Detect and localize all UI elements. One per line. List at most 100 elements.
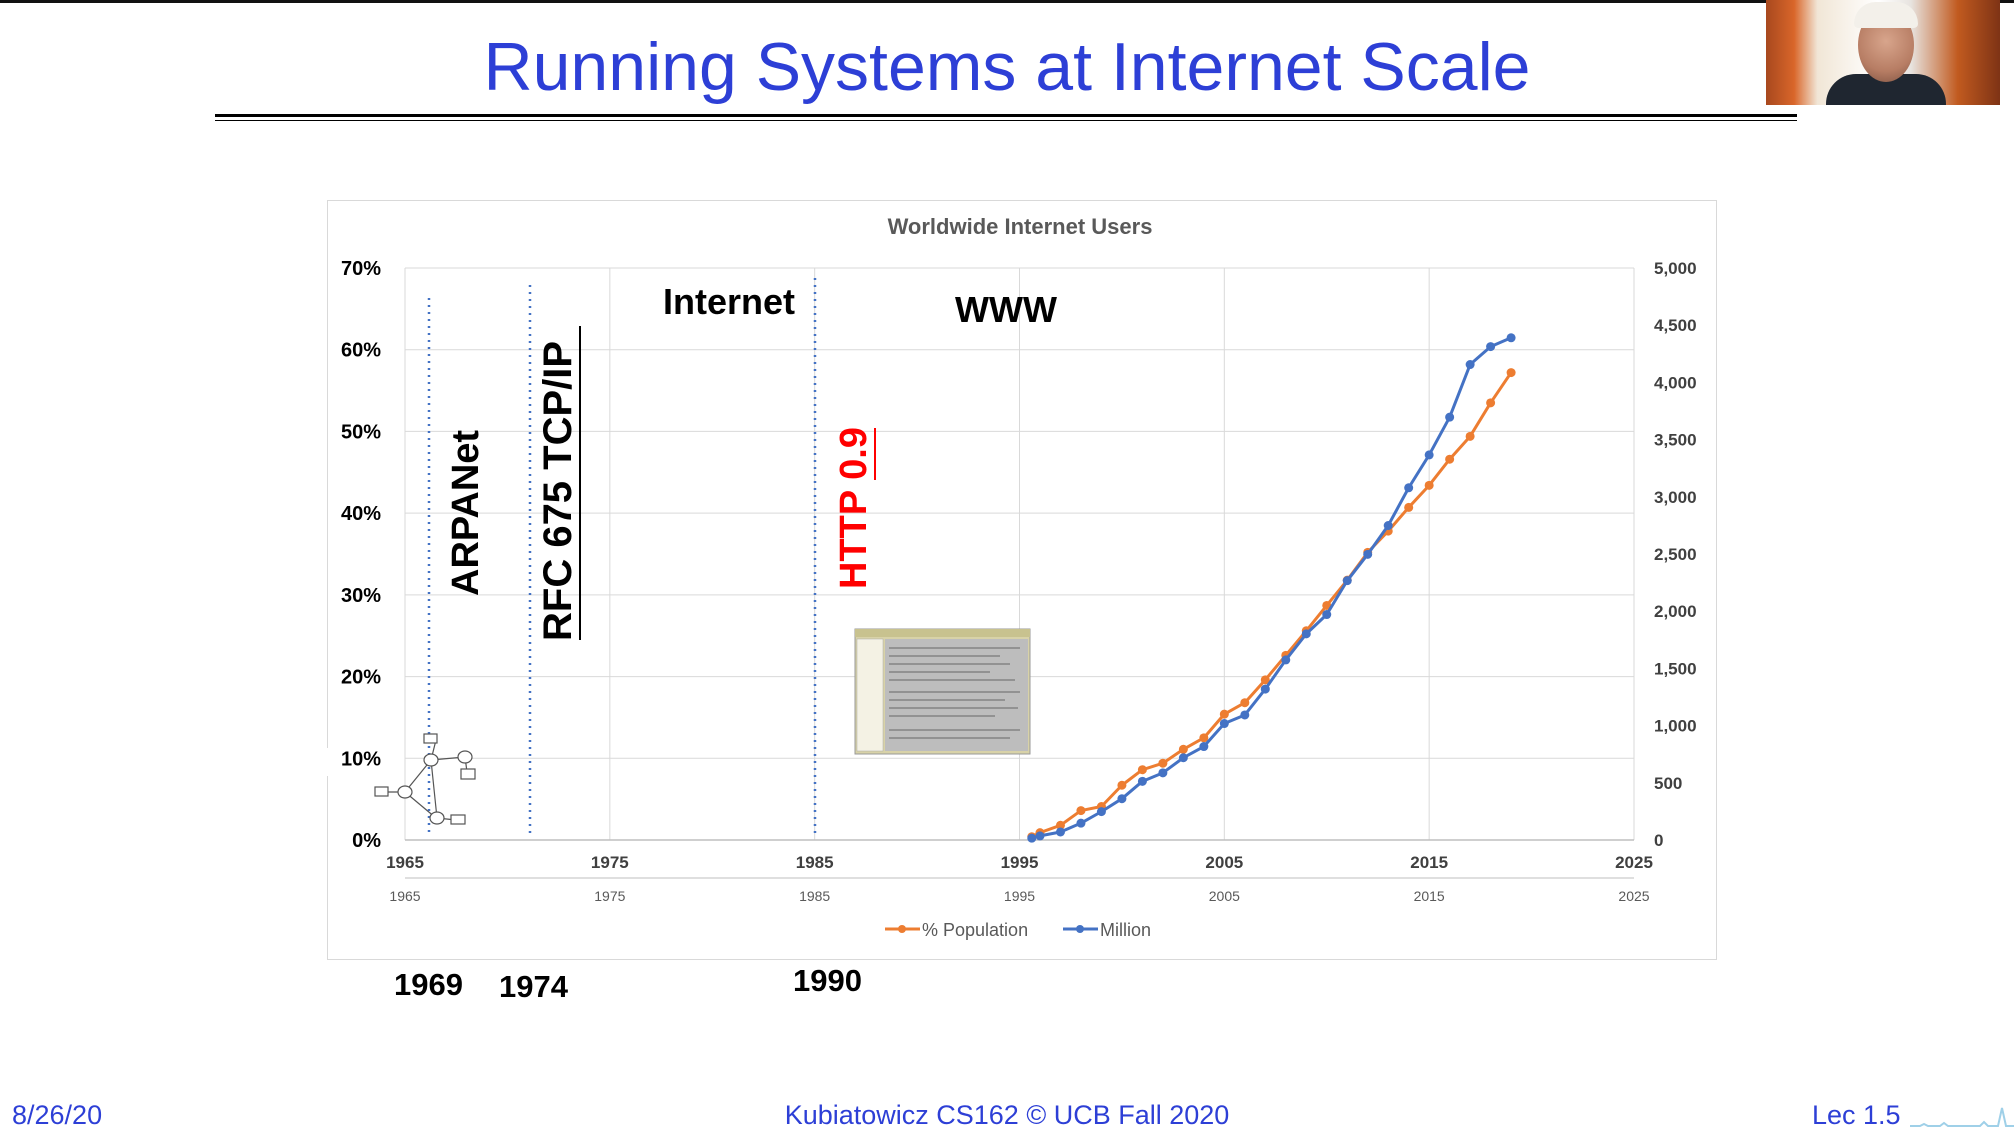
chart-title: Worldwide Internet Users xyxy=(888,214,1153,239)
x-tick-label-secondary: 2015 xyxy=(1414,888,1445,904)
data-point-population xyxy=(1219,709,1229,719)
x-tick-label-secondary: 1985 xyxy=(799,888,830,904)
footer-lecture: Lec 1.5 xyxy=(1812,1100,1901,1130)
milestone-lines xyxy=(427,278,817,835)
data-point-population xyxy=(1506,368,1516,378)
data-point-million xyxy=(1199,742,1209,752)
x-axis-primary: 1965 1975 1985 1995 2005 2015 2025 xyxy=(386,853,1653,872)
legend: % Population Million xyxy=(885,920,1151,940)
data-point-population xyxy=(1158,758,1168,768)
x-tick-label: 2005 xyxy=(1205,853,1243,872)
data-point-million xyxy=(1076,818,1086,828)
footer-course: Kubiatowicz CS162 © UCB Fall 2020 xyxy=(784,1100,1230,1130)
legend-marker-population xyxy=(898,925,906,933)
data-point-million xyxy=(1260,684,1270,694)
y-left-tick-label: 70% xyxy=(341,258,381,280)
data-point-million xyxy=(1027,833,1037,843)
data-point-million xyxy=(1117,794,1127,804)
x-axis-secondary: 1965 1975 1985 1995 2005 2015 2025 xyxy=(389,888,1649,904)
x-tick-label-secondary: 2025 xyxy=(1618,888,1649,904)
http-label: HTTP 0.9 xyxy=(833,427,875,589)
data-point-population xyxy=(1178,744,1188,754)
data-point-million xyxy=(1281,655,1291,665)
data-point-population xyxy=(1445,454,1455,464)
title-rule xyxy=(215,114,1797,117)
year-1974: 1974 xyxy=(499,969,568,1004)
data-point-population xyxy=(1486,398,1496,408)
data-point-population xyxy=(1199,733,1209,743)
data-point-population xyxy=(1465,431,1475,441)
slide-title: Running Systems at Internet Scale xyxy=(483,29,1531,105)
x-tick-label-secondary: 1995 xyxy=(1004,888,1035,904)
y-right-tick-label: 3,000 xyxy=(1654,488,1697,507)
y-right-tick-label: 3,500 xyxy=(1654,431,1697,450)
data-point-population xyxy=(1404,502,1414,512)
y-axis-right: 0 500 1,000 1,500 2,000 2,500 3,000 3,500 4,000 4… xyxy=(1654,259,1697,850)
series-line-population xyxy=(1031,371,1513,839)
data-point-population xyxy=(1137,765,1147,775)
y-right-tick-label: 1,500 xyxy=(1654,659,1697,678)
chart-grid xyxy=(404,267,1635,879)
x-tick-label: 1985 xyxy=(796,853,834,872)
title-rule-thin xyxy=(215,120,1797,121)
data-point-million xyxy=(1445,412,1455,422)
data-point-million xyxy=(1055,827,1065,837)
data-point-million xyxy=(1096,807,1106,817)
y-axis-left: 0% 10% 20% 30% 40% 50% 60% 70% xyxy=(341,258,381,852)
y-right-tick-label: 500 xyxy=(1654,774,1682,793)
data-point-million xyxy=(1035,831,1045,841)
data-point-million xyxy=(1465,360,1475,370)
data-point-million xyxy=(1158,768,1168,778)
data-point-million xyxy=(1363,549,1373,559)
y-right-tick-label: 2,000 xyxy=(1654,602,1697,621)
data-point-million xyxy=(1424,450,1434,460)
arpanet-diagram xyxy=(374,733,476,825)
chart-panel xyxy=(327,200,1717,960)
x-tick-label: 1965 xyxy=(386,853,424,872)
y-right-tick-label: 4,500 xyxy=(1654,316,1697,335)
x-tick-label: 2015 xyxy=(1410,853,1448,872)
data-point-population xyxy=(1322,600,1332,610)
webcam-thumbnail xyxy=(1766,0,2000,105)
footer-date: 8/26/20 xyxy=(12,1100,103,1130)
y-left-tick-label: 40% xyxy=(341,503,381,525)
data-point-population xyxy=(1260,675,1270,685)
x-tick-label: 2025 xyxy=(1615,853,1653,872)
label-mask xyxy=(320,748,372,776)
internet-label: Internet xyxy=(663,281,795,322)
y-left-tick-label: 50% xyxy=(341,421,381,443)
y-right-tick-label: 5,000 xyxy=(1654,259,1697,278)
data-point-million xyxy=(1219,719,1229,729)
year-1990: 1990 xyxy=(793,963,862,998)
data-point-population xyxy=(1240,698,1250,708)
x-tick-label: 1995 xyxy=(1001,853,1039,872)
data-point-million xyxy=(1137,776,1147,786)
y-left-tick-label: 0% xyxy=(352,830,381,852)
data-point-million xyxy=(1301,629,1311,639)
data-point-million xyxy=(1178,753,1188,763)
y-right-tick-label: 0 xyxy=(1654,831,1663,850)
y-right-tick-label: 1,000 xyxy=(1654,717,1697,736)
presenter-cap xyxy=(1854,2,1918,28)
data-point-million xyxy=(1322,610,1332,620)
y-right-tick-label: 2,500 xyxy=(1654,545,1697,564)
legend-million: Million xyxy=(1100,920,1151,940)
y-left-tick-label: 60% xyxy=(341,340,381,362)
data-point-million xyxy=(1383,521,1393,531)
rfc-label: RFC 675 TCP/IP xyxy=(536,341,580,641)
legend-marker-million xyxy=(1076,925,1084,933)
data-point-population xyxy=(1055,820,1065,830)
x-tick-label: 1975 xyxy=(591,853,629,872)
x-tick-label-secondary: 2005 xyxy=(1209,888,1240,904)
data-point-population xyxy=(1117,780,1127,790)
series-layer xyxy=(1027,333,1516,843)
y-left-tick-label: 30% xyxy=(341,585,381,607)
data-point-million xyxy=(1506,333,1516,343)
audio-wave-icon xyxy=(1910,1107,2014,1127)
data-point-million xyxy=(1342,576,1352,586)
top-border xyxy=(0,0,2014,3)
arpanet-label: ARPANet xyxy=(445,430,487,596)
data-point-million xyxy=(1404,483,1414,493)
year-1969: 1969 xyxy=(394,967,463,1002)
